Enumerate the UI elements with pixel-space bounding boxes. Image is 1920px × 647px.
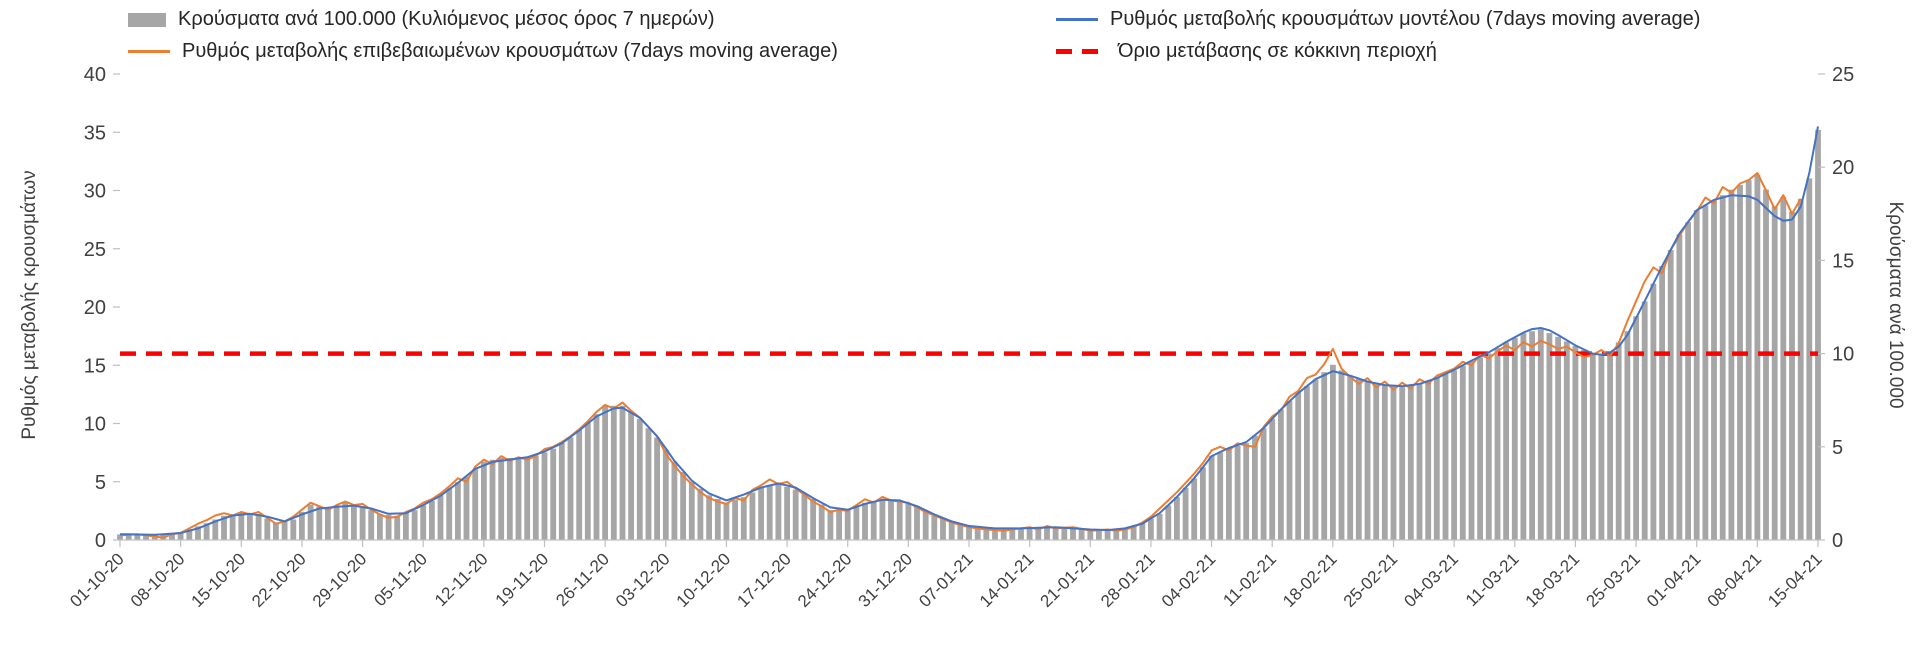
left-axis-tick-label: 40	[84, 64, 106, 86]
legend-item-confirmed: Ρυθμός μεταβολής επιβεβαιωμένων κρουσμάτ…	[128, 40, 838, 63]
x-axis-tick-label: 08-04-21	[1704, 549, 1766, 611]
bar-swatch-icon	[128, 12, 166, 27]
model-line	[119, 126, 1819, 536]
right-axis-tick-label: 0	[1832, 530, 1843, 552]
x-axis-tick-label: 08-10-20	[127, 549, 189, 611]
x-axis-tick-label: 01-10-20	[70, 549, 128, 611]
legend-item-bars: Κρούσματα ανά 100.000 (Κυλιόμενος μέσος …	[128, 8, 715, 31]
x-axis-tick-label: 11-03-21	[1462, 549, 1523, 610]
x-axis-tick-label: 14-01-21	[976, 549, 1038, 611]
x-axis-tick-label: 12-11-20	[431, 549, 492, 610]
right-axis-tick-label: 5	[1832, 437, 1843, 459]
x-axis-tick-label: 18-03-21	[1522, 549, 1584, 611]
x-axis-tick-label: 15-10-20	[188, 549, 250, 611]
x-axis-tick-label: 04-03-21	[1400, 549, 1462, 611]
x-axis-tick-label: 10-12-20	[673, 549, 735, 611]
left-axis-tick-label: 35	[84, 122, 106, 144]
blue-line-swatch-icon	[1056, 18, 1098, 21]
x-axis-tick-label: 07-01-21	[915, 549, 977, 611]
x-axis-tick-label: 03-12-20	[612, 549, 674, 611]
legend-label-model: Ρυθμός μεταβολής κρουσμάτων μοντέλου (7d…	[1110, 8, 1701, 30]
x-axis-tick-label: 11-02-21	[1219, 549, 1280, 610]
x-axis-labels: 01-10-20 08-10-20 15-10-20 22-10-20 29-10-20…	[70, 549, 1826, 611]
right-axis-tick-label: 15	[1832, 250, 1854, 272]
left-axis-title: Ρυθμός μεταβολής κρουσμάτων	[19, 170, 40, 440]
x-axis-tick-label: 04-02-21	[1158, 549, 1220, 611]
x-axis-tick-label: 24-12-20	[794, 549, 856, 611]
chart-plot-area: 0 5 10 15 20 25 30 35 40 0 5 10 15 20 25 01-10-20 08-10-…	[70, 64, 1855, 611]
left-axis-tick-label: 0	[95, 530, 106, 552]
legend-item-threshold: Όριο μετάβασης σε κόκκινη περιοχή	[1056, 40, 1437, 63]
x-axis-tick-label: 15-04-21	[1764, 549, 1826, 611]
x-axis-tick-label: 25-03-21	[1582, 549, 1644, 611]
right-axis-tick-label: 25	[1832, 64, 1854, 86]
legend-label-bars: Κρούσματα ανά 100.000 (Κυλιόμενος μέσος …	[178, 8, 715, 30]
x-axis-tick-label: 01-04-21	[1643, 549, 1705, 611]
x-axis-tick-label: 17-12-20	[733, 549, 795, 611]
left-axis-tick-label: 20	[84, 297, 106, 319]
left-axis-tick-label: 10	[84, 414, 106, 436]
right-axis-tick-label: 10	[1832, 344, 1854, 366]
legend-item-model: Ρυθμός μεταβολής κρουσμάτων μοντέλου (7d…	[1056, 8, 1700, 31]
confirmed-line	[119, 172, 1802, 539]
left-axis-tick-label: 15	[84, 355, 106, 377]
legend-label-threshold: Όριο μετάβασης σε κόκκινη περιοχή	[1118, 40, 1437, 62]
x-axis-tick-label: 22-10-20	[248, 549, 310, 611]
right-axis-title: Κρούσματα ανά 100.000	[1885, 201, 1906, 409]
x-axis-tick-label: 21-01-21	[1037, 549, 1099, 611]
x-axis-tick-label: 29-10-20	[309, 549, 371, 611]
red-dashed-swatch-icon	[1056, 49, 1106, 54]
x-axis-tick-label: 25-02-21	[1340, 549, 1402, 611]
orange-line-swatch-icon	[128, 50, 170, 53]
x-axis-tick-label: 05-11-20	[370, 549, 431, 610]
x-axis-tick-label: 26-11-20	[552, 549, 613, 610]
left-axis-tick-label: 25	[84, 239, 106, 261]
x-axis-tick-label: 28-01-21	[1097, 549, 1159, 611]
legend-label-confirmed: Ρυθμός μεταβολής επιβεβαιωμένων κρουσμάτ…	[182, 40, 838, 62]
x-axis-tick-label: 31-12-20	[855, 549, 917, 611]
right-axis-tick-label: 20	[1832, 157, 1854, 179]
x-axis-tick-label: 18-02-21	[1279, 549, 1341, 611]
axes: 0 5 10 15 20 25 30 35 40 0 5 10 15 20 25	[84, 64, 1855, 552]
left-axis-tick-label: 5	[95, 472, 106, 494]
bars-series	[117, 129, 1821, 541]
x-axis-tick-label: 19-11-20	[492, 549, 553, 610]
left-axis-tick-label: 30	[84, 181, 106, 203]
